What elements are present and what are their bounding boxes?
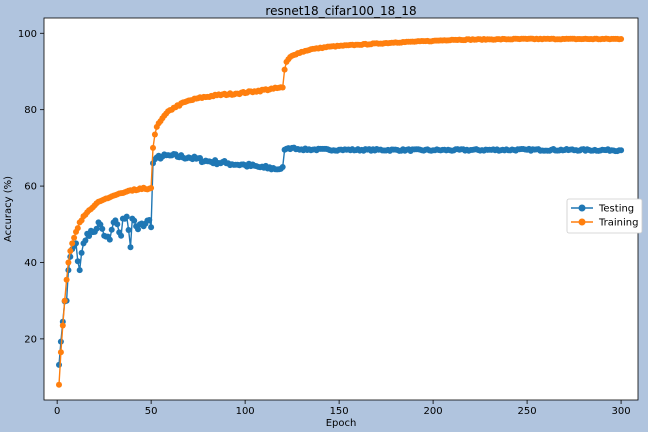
data-point xyxy=(118,232,125,239)
x-tick-label: 200 xyxy=(424,406,443,417)
data-point xyxy=(148,224,155,231)
x-tick-label: 0 xyxy=(54,406,60,417)
data-point xyxy=(56,361,62,368)
y-tick-label: 100 xyxy=(18,29,37,40)
data-point xyxy=(279,84,286,91)
data-point xyxy=(67,248,74,254)
data-point xyxy=(151,131,158,138)
series-testing xyxy=(56,144,625,368)
data-point xyxy=(114,221,121,228)
y-axis: 20 40 60 80 100 xyxy=(18,29,44,345)
y-tick-label: 20 xyxy=(24,334,37,345)
data-point xyxy=(65,259,72,266)
data-point xyxy=(150,144,156,151)
data-point xyxy=(78,249,85,256)
data-point xyxy=(131,217,138,224)
data-point xyxy=(127,244,134,251)
data-point xyxy=(618,147,625,154)
x-axis-label: Epoch xyxy=(326,418,357,429)
data-point xyxy=(74,258,81,265)
data-point xyxy=(74,225,81,232)
data-point xyxy=(618,36,625,42)
x-tick-label: 50 xyxy=(145,406,158,417)
data-point xyxy=(125,227,132,233)
y-tick-label: 80 xyxy=(24,105,37,116)
legend-label-testing: Testing xyxy=(598,204,634,215)
data-point xyxy=(76,267,83,274)
series-training xyxy=(56,35,625,388)
data-point xyxy=(148,185,155,191)
data-point xyxy=(86,233,93,239)
legend-label-training: Training xyxy=(598,218,638,229)
legend-marker-training xyxy=(578,218,586,226)
data-point xyxy=(279,164,286,170)
data-point xyxy=(123,213,130,220)
data-point xyxy=(69,240,76,247)
data-point xyxy=(56,381,62,388)
legend: Testing Training xyxy=(566,198,643,234)
y-tick-label: 60 xyxy=(24,182,37,193)
data-point xyxy=(99,225,106,232)
data-point xyxy=(61,297,68,304)
data-point xyxy=(82,237,89,244)
x-axis: 0 50 100 150 200 250 300 xyxy=(54,400,631,417)
y-axis-label: Accuracy (%) xyxy=(3,176,14,242)
x-tick-label: 300 xyxy=(612,406,631,417)
legend-marker-testing xyxy=(578,204,586,212)
data-point xyxy=(57,349,64,356)
series-group xyxy=(56,35,625,388)
data-point xyxy=(146,217,153,223)
data-point xyxy=(93,225,100,232)
data-point xyxy=(59,322,66,329)
data-point xyxy=(108,226,115,233)
plot-area xyxy=(43,17,639,401)
data-point xyxy=(106,236,113,243)
data-point xyxy=(281,66,288,73)
chart-title: resnet18_cifar100_18_18 xyxy=(265,4,416,18)
x-tick-label: 100 xyxy=(236,406,255,417)
y-tick-label: 40 xyxy=(24,258,37,269)
data-point xyxy=(135,226,141,233)
data-point xyxy=(63,276,70,283)
data-point xyxy=(71,234,78,241)
x-tick-label: 250 xyxy=(518,406,537,417)
x-tick-label: 150 xyxy=(330,406,349,417)
